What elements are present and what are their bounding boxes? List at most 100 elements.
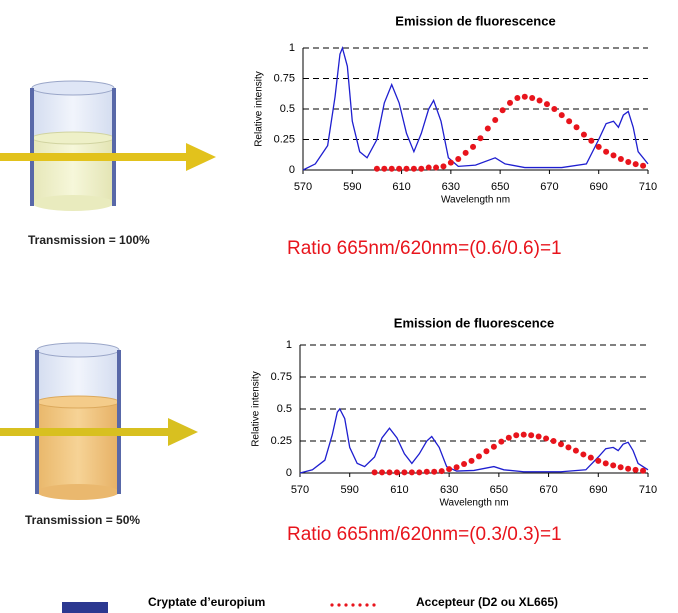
y-tick-label: 0.25 [271,435,292,447]
y-axis-label: Relative intensity [254,71,265,147]
data-point [440,163,447,170]
data-point [513,432,520,439]
x-tick-label: 590 [341,484,359,496]
data-point [431,468,438,475]
data-point [551,106,558,112]
data-point [595,143,602,150]
data-point [455,156,462,163]
data-point [477,135,484,142]
x-axis-label: Wavelength nm [441,195,510,206]
data-point [396,165,403,172]
data-point [617,464,624,471]
data-point [453,464,460,471]
data-point [403,165,410,172]
data-point [543,101,550,108]
data-point [499,107,506,114]
data-point [587,454,594,461]
data-point [625,465,632,472]
data-point [602,460,609,467]
cuvette [0,80,216,211]
data-point [521,93,528,100]
x-tick-label: 710 [639,181,657,193]
transmission-label: Transmission = 50% [25,513,140,527]
x-tick-label: 610 [392,181,410,193]
data-point [617,156,624,163]
y-tick-label: 0.5 [277,403,292,415]
legend-dot [351,603,355,607]
x-tick-label: 670 [540,181,558,193]
data-point [514,95,521,102]
y-tick-label: 0.75 [274,72,295,84]
data-point [416,469,423,476]
legend-swatch [62,602,108,613]
data-point [371,469,378,476]
legend-dot [372,603,376,607]
data-point [528,432,535,439]
transmission-label: Transmission = 100% [28,233,150,247]
data-point [566,118,573,125]
data-point [573,124,580,131]
data-point [379,469,386,476]
data-point [520,431,527,438]
legend-dot [358,603,362,607]
data-point [373,165,380,172]
legend-label: Accepteur (D2 ou XL665) [416,595,558,609]
legend-label: Cryptate d’europium [148,595,265,609]
data-point [461,461,468,468]
data-point [625,158,632,165]
y-tick-label: 0 [289,164,295,176]
data-point [632,466,639,473]
data-line [299,407,649,474]
x-tick-label: 650 [491,181,509,193]
data-point [507,99,513,106]
data-point [408,469,415,476]
y-tick-label: 0.75 [271,371,292,383]
data-point [543,435,550,442]
x-tick-label: 710 [639,484,657,496]
data-point [498,438,505,445]
data-point [433,164,440,171]
data-point [470,143,477,150]
x-tick-label: 610 [390,484,408,496]
data-line [302,45,649,171]
data-point [558,441,564,448]
legend-dot [330,603,334,607]
data-point [640,467,647,474]
data-point [423,468,430,475]
data-point [410,165,417,172]
data-point [401,469,408,476]
data-point [529,95,536,102]
data-point [462,149,469,156]
data-point [388,165,395,172]
x-tick-label: 650 [490,484,508,496]
data-point [550,438,557,444]
data-point [572,447,579,454]
data-point [505,434,512,441]
x-tick-label: 630 [442,181,460,193]
data-point [483,448,490,455]
chart-title: Emission de fluorescence [395,13,555,28]
x-tick-label: 690 [590,181,608,193]
data-point [386,469,393,476]
data-point [492,116,499,123]
x-tick-label: 690 [589,484,607,496]
x-tick-label: 570 [291,484,309,496]
ratio-annotation: Ratio 665nm/620nm=(0.6/0.6)=1 [287,238,562,259]
data-point [425,164,432,171]
y-tick-label: 0 [286,467,292,479]
data-point [468,457,475,464]
data-point [447,159,454,166]
data-point [610,462,617,469]
data-point [640,162,647,169]
data-point [393,469,400,476]
data-point [536,97,543,104]
data-point [446,466,453,473]
legend-swatch [330,603,376,607]
data-point [484,125,491,132]
y-tick-label: 0.5 [280,103,295,115]
data-point [381,165,388,172]
data-point [580,131,587,138]
x-tick-label: 590 [343,181,361,193]
data-point [588,137,595,144]
